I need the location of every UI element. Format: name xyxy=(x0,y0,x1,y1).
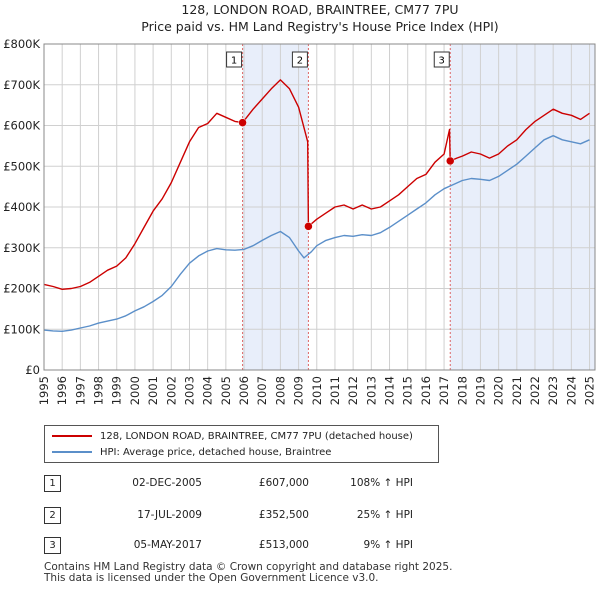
legend: 128, LONDON ROAD, BRAINTREE, CM77 7PU (d… xyxy=(44,425,439,463)
transaction-date: 17-JUL-2009 xyxy=(137,509,202,521)
y-tick-label: £600K xyxy=(3,119,40,133)
plot-frame xyxy=(43,43,596,371)
transaction-number-badge: 2 xyxy=(44,507,61,524)
transaction-row: 1 02-DEC-2005 £607,000 108% ↑ HPI xyxy=(44,475,464,493)
transaction-number-badge: 3 xyxy=(44,537,61,554)
chart-title: 128, LONDON ROAD, BRAINTREE, CM77 7PU xyxy=(181,2,458,17)
y-tick-label: £800K xyxy=(3,37,40,51)
footer-copyright: Contains HM Land Registry data © Crown c… xyxy=(44,561,453,573)
x-tick-label: 2000 xyxy=(128,376,142,405)
y-tick-label: £400K xyxy=(3,200,40,214)
footer-licence: This data is licensed under the Open Gov… xyxy=(44,572,379,584)
x-tick-label: 2018 xyxy=(455,376,469,405)
x-tick-label: 2025 xyxy=(583,376,597,405)
footer: Contains HM Land Registry data © Crown c… xyxy=(44,562,452,584)
x-tick-label: 2013 xyxy=(364,376,378,405)
sale-point xyxy=(238,118,247,127)
y-tick-label: £500K xyxy=(3,159,40,173)
legend-line-property xyxy=(52,435,92,437)
sale-point xyxy=(304,222,313,231)
hpi-line xyxy=(43,134,590,332)
sale-number-box xyxy=(226,51,243,68)
x-tick-label: 2010 xyxy=(310,376,324,405)
legend-label-property: 128, LONDON ROAD, BRAINTREE, CM77 7PU (d… xyxy=(100,430,413,442)
legend-line-hpi xyxy=(52,451,92,453)
x-tick-label: 2020 xyxy=(492,376,506,405)
transaction-price: £607,000 xyxy=(258,477,309,489)
x-tick-label: 2004 xyxy=(201,376,215,405)
transaction-price: £513,000 xyxy=(258,539,309,551)
x-tick-label: 2021 xyxy=(510,376,524,405)
x-tick-label: 2002 xyxy=(164,376,178,405)
transaction-row: 2 17-JUL-2009 £352,500 25% ↑ HPI xyxy=(44,507,464,525)
transaction-date: 02-DEC-2005 xyxy=(132,477,202,489)
x-tick-label: 1999 xyxy=(110,376,124,405)
property-price-line xyxy=(43,79,590,290)
transaction-price: £352,500 xyxy=(258,509,309,521)
transaction-date: 05-MAY-2017 xyxy=(133,539,202,551)
x-tick-label: 2003 xyxy=(182,376,196,405)
price-chart: 128, LONDON ROAD, BRAINTREE, CM77 7PU Pr… xyxy=(3,2,597,405)
x-tick-label: 1997 xyxy=(73,376,87,405)
transaction-number-badge: 1 xyxy=(44,475,61,492)
x-tick-label: 2001 xyxy=(146,376,160,405)
x-tick-label: 2014 xyxy=(383,376,397,405)
sale-number-label: 1 xyxy=(231,56,237,67)
legend-label-hpi: HPI: Average price, detached house, Brai… xyxy=(100,446,332,458)
x-tick-label: 1995 xyxy=(37,376,51,405)
y-tick-label: £0 xyxy=(25,363,40,377)
transaction-hpi-change: 9% ↑ HPI xyxy=(363,539,413,551)
y-tick-label: £300K xyxy=(3,241,40,255)
legend-item-hpi: HPI: Average price, detached house, Brai… xyxy=(45,444,331,460)
transaction-row: 3 05-MAY-2017 £513,000 9% ↑ HPI xyxy=(44,537,464,555)
y-tick-label: £200K xyxy=(3,282,40,296)
transaction-hpi-change: 25% ↑ HPI xyxy=(356,509,413,521)
x-tick-label: 2022 xyxy=(528,376,542,405)
x-tick-label: 2023 xyxy=(546,376,560,405)
x-tick-label: 2006 xyxy=(237,376,251,405)
x-tick-label: 2015 xyxy=(401,376,415,405)
sale-number-label: 2 xyxy=(297,56,303,67)
x-tick-label: 1998 xyxy=(92,376,106,405)
legend-item-property: 128, LONDON ROAD, BRAINTREE, CM77 7PU (d… xyxy=(45,428,413,444)
x-tick-label: 2009 xyxy=(292,376,306,405)
x-tick-label: 2007 xyxy=(255,376,269,405)
y-tick-label: £700K xyxy=(3,78,40,92)
chart-subtitle: Price paid vs. HM Land Registry's House … xyxy=(141,19,498,34)
x-tick-label: 2011 xyxy=(328,376,342,405)
sale-number-label: 3 xyxy=(439,56,445,67)
x-tick-label: 2012 xyxy=(346,376,360,405)
y-tick-label: £100K xyxy=(3,322,40,336)
x-tick-label: 2016 xyxy=(419,376,433,405)
sale-point xyxy=(445,156,455,166)
transaction-hpi-change: 108% ↑ HPI xyxy=(350,477,413,489)
x-tick-label: 2008 xyxy=(273,376,287,405)
x-tick-label: 2017 xyxy=(437,376,451,405)
x-tick-label: 2019 xyxy=(473,376,487,405)
x-tick-label: 2024 xyxy=(564,376,578,405)
x-tick-label: 2005 xyxy=(219,376,233,405)
x-tick-label: 1996 xyxy=(55,376,69,405)
sale-number-box xyxy=(291,51,308,68)
sale-number-box xyxy=(433,51,450,68)
